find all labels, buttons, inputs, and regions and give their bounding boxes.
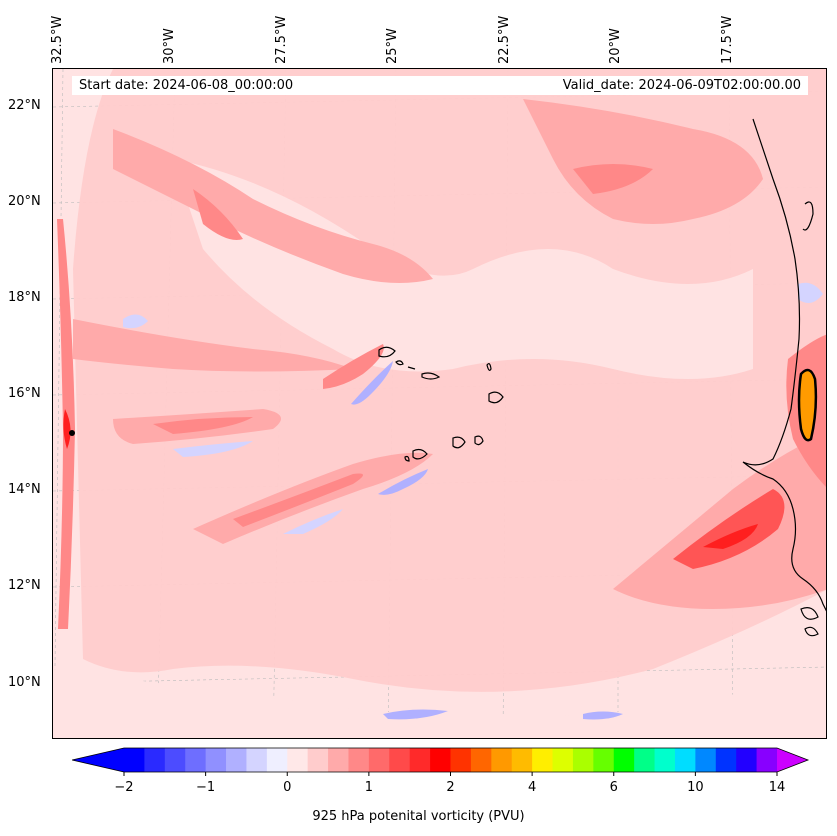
coast-inlet-north (802, 201, 814, 231)
pv-neg-diagonal-2 (283, 509, 343, 534)
colorbar-segment (409, 748, 431, 772)
latitude-label: 14°N (8, 482, 41, 497)
coast-islands-south (800, 607, 819, 637)
pv-band-west-jet-core (153, 417, 253, 434)
pv-neg-central (173, 441, 253, 457)
pv-band-northwest-core (193, 189, 243, 240)
colorbar-segment (572, 748, 594, 772)
colorbar (72, 747, 810, 776)
colorbar-segment (307, 748, 329, 772)
colorbar-segment (430, 748, 451, 772)
colorbar-segment (674, 748, 696, 772)
colorbar-segment (552, 748, 574, 772)
colorbar-segment (450, 748, 472, 772)
pv-band-southeast-red (673, 489, 785, 569)
pv-neg-northwest (123, 314, 148, 329)
pv-band-southeast-core (703, 524, 758, 549)
colorbar-segment (695, 748, 717, 772)
colorbar-tick-label: 1 (364, 780, 374, 795)
pv-neg-cape-verde (351, 361, 393, 405)
longitude-label: 20°W (608, 28, 623, 64)
colorbar-segment (736, 748, 758, 772)
colorbar-segment (756, 748, 778, 772)
latitude-label: 20°N (8, 194, 41, 209)
colorbar-tick-label: 2 (446, 780, 455, 795)
start-date-label: Start date: 2024-06-08_00:00:00 (79, 78, 294, 93)
colorbar-segment (164, 748, 186, 772)
pv-contour-map (53, 69, 826, 738)
colorbar-tick-label: 10 (687, 780, 704, 795)
longitude-label: 32.5°W (50, 15, 65, 64)
pv-neg-south-1 (383, 709, 448, 720)
colorbar-tick-label: −2 (114, 780, 134, 795)
pv-band-cape-verde (323, 344, 384, 389)
pv-neg-south-2 (583, 711, 623, 720)
colorbar-segment (634, 748, 656, 772)
pv-band-central (73, 319, 353, 372)
colorbar-tick-label: 14 (768, 780, 786, 795)
colorbar-segment (328, 748, 349, 772)
colorbar-tick-label: −1 (196, 780, 216, 795)
pv-neg-east-1 (798, 282, 823, 303)
latitude-label: 18°N (8, 290, 41, 305)
latitude-label: 10°N (8, 675, 41, 690)
longitude-label: 25°W (385, 28, 400, 64)
date-info-box (72, 76, 808, 95)
colorbar-segment (368, 748, 390, 772)
latitude-label: 16°N (8, 386, 41, 401)
colorbar-segment (205, 748, 227, 772)
pv-band-northeast-core (573, 164, 653, 194)
colorbar-under-triangle (72, 748, 124, 772)
colorbar-segment (389, 748, 411, 772)
pv-band-northeast (523, 99, 763, 224)
colorbar-tick-label: 4 (527, 780, 537, 795)
pv-band-diagonal-core (233, 473, 363, 527)
pv-band-southeast (613, 430, 826, 609)
colorbar-segment (532, 748, 554, 772)
colorbar-over-triangle (777, 748, 808, 772)
colorbar-tick-label: 6 (609, 780, 618, 795)
pv-band-northwest (113, 129, 433, 283)
african-coastline (742, 118, 826, 612)
pv-neg-diagonal (378, 469, 428, 495)
latitude-label: 12°N (8, 578, 41, 593)
colorbar-segment (593, 748, 615, 772)
pv-region-south-light (53, 669, 826, 738)
colorbar-segment (124, 748, 145, 772)
longitude-label: 27.5°W (274, 15, 289, 64)
pv-max-coastal (797, 368, 818, 442)
valid-date-label: Valid_date: 2024-06-09T02:00:00.00 (562, 78, 801, 93)
map-panel (52, 68, 827, 739)
colorbar-tick-label: 0 (283, 780, 292, 795)
colorbar-segment (715, 748, 737, 772)
colorbar-segment (287, 748, 309, 772)
colorbar-segment (348, 748, 370, 772)
pv-max-west (69, 430, 75, 436)
latitude-label: 22°N (8, 98, 41, 113)
longitude-label: 22.5°W (497, 15, 512, 64)
colorbar-label: 925 hPa potenital vorticity (PVU) (312, 809, 525, 824)
colorbar-segment (654, 748, 676, 772)
colorbar-segment (511, 748, 533, 772)
colorbar-segment (226, 748, 247, 772)
colorbar-segment (246, 748, 268, 772)
cape-verde-islands (378, 346, 504, 462)
pv-band-west-edge-core (63, 409, 71, 449)
colorbar-segment (491, 748, 513, 772)
colorbar-segment (144, 748, 166, 772)
colorbar-segment (470, 748, 492, 772)
colorbar-segment (185, 748, 207, 772)
longitude-label: 17.5°W (720, 15, 735, 64)
colorbar-segment (613, 748, 635, 772)
colorbar-segment (266, 748, 288, 772)
longitude-label: 30°W (162, 28, 177, 64)
pv-region-near-zero-north (173, 159, 753, 379)
